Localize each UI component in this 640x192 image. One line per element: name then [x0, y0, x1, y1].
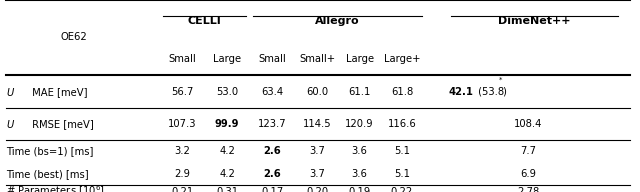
Text: *: * — [499, 77, 502, 83]
Text: 2.6: 2.6 — [263, 169, 281, 179]
Text: 42.1: 42.1 — [449, 87, 474, 97]
Text: 63.4: 63.4 — [261, 87, 283, 97]
Text: 5.1: 5.1 — [394, 146, 410, 156]
Text: 3.6: 3.6 — [352, 146, 367, 156]
Text: OE62: OE62 — [60, 32, 87, 42]
Text: $\it{U}$: $\it{U}$ — [6, 118, 15, 130]
Text: 0.19: 0.19 — [349, 186, 371, 192]
Text: 6.9: 6.9 — [520, 169, 536, 179]
Text: Small: Small — [168, 54, 196, 64]
Text: 3.7: 3.7 — [310, 146, 325, 156]
Text: 3.6: 3.6 — [352, 169, 367, 179]
Text: Large+: Large+ — [383, 54, 420, 64]
Text: 120.9: 120.9 — [346, 119, 374, 129]
Text: 0.31: 0.31 — [216, 186, 238, 192]
Text: # Parameters [$10^6$]: # Parameters [$10^6$] — [6, 184, 106, 192]
Text: 116.6: 116.6 — [388, 119, 416, 129]
Text: 4.2: 4.2 — [220, 169, 235, 179]
Text: Small: Small — [258, 54, 286, 64]
Text: 5.1: 5.1 — [394, 169, 410, 179]
Text: 53.0: 53.0 — [216, 87, 238, 97]
Text: 3.2: 3.2 — [175, 146, 190, 156]
Text: 2.9: 2.9 — [174, 169, 191, 179]
Text: Allegro: Allegro — [316, 16, 360, 26]
Text: (53.8: (53.8 — [475, 87, 504, 97]
Text: 0.20: 0.20 — [307, 186, 328, 192]
Text: 4.2: 4.2 — [220, 146, 235, 156]
Text: Time (bs=1) [ms]: Time (bs=1) [ms] — [6, 146, 94, 156]
Text: 56.7: 56.7 — [172, 87, 193, 97]
Text: 108.4: 108.4 — [514, 119, 542, 129]
Text: 0.17: 0.17 — [261, 186, 283, 192]
Text: Large: Large — [346, 54, 374, 64]
Text: RMSE [meV]: RMSE [meV] — [29, 119, 94, 129]
Text: 2.78: 2.78 — [517, 186, 539, 192]
Text: 61.8: 61.8 — [391, 87, 413, 97]
Text: 99.9: 99.9 — [215, 119, 239, 129]
Text: DimeNet++: DimeNet++ — [498, 16, 571, 26]
Text: ): ) — [502, 87, 506, 97]
Text: Large: Large — [213, 54, 241, 64]
Text: 0.22: 0.22 — [391, 186, 413, 192]
Text: 61.1: 61.1 — [349, 87, 371, 97]
Text: Time (best) [ms]: Time (best) [ms] — [6, 169, 89, 179]
Text: Small+: Small+ — [300, 54, 335, 64]
Text: 0.21: 0.21 — [172, 186, 193, 192]
Text: 3.7: 3.7 — [310, 169, 325, 179]
Text: 60.0: 60.0 — [307, 87, 328, 97]
Text: $\it{U}$: $\it{U}$ — [6, 86, 15, 98]
Text: 123.7: 123.7 — [258, 119, 286, 129]
Text: 107.3: 107.3 — [168, 119, 196, 129]
Text: MAE [meV]: MAE [meV] — [29, 87, 88, 97]
Text: 2.6: 2.6 — [263, 146, 281, 156]
Text: 114.5: 114.5 — [303, 119, 332, 129]
Text: 7.7: 7.7 — [520, 146, 536, 156]
Text: CELLI: CELLI — [188, 16, 221, 26]
